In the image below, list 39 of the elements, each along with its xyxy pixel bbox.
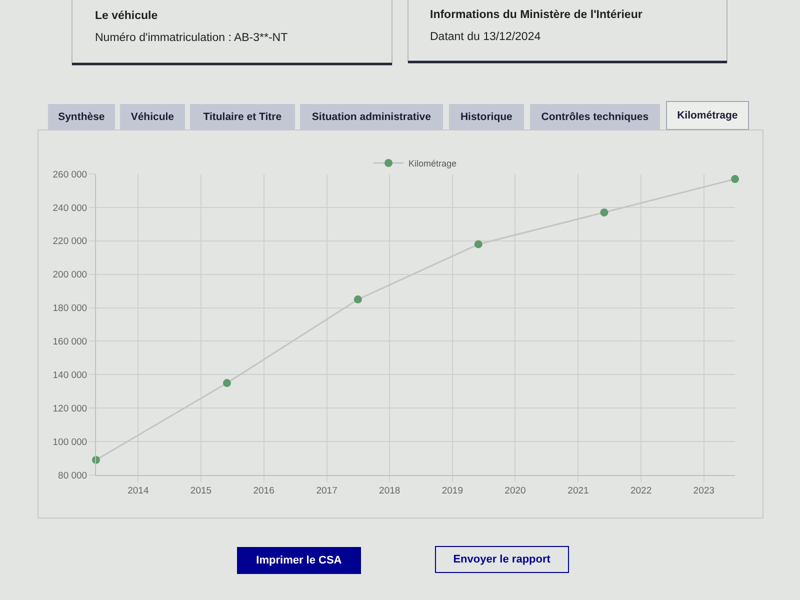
text: Numéro d'immatriculation : AB-3**-NT [95,32,288,44]
text: Contrôles techniques [541,111,649,123]
x-tick-label: 2023 [693,485,714,496]
text: Imprimer le CSA [256,554,342,566]
x-tick-label: 2019 [442,485,463,496]
x-tick-label: 2020 [504,485,526,496]
y-tick-label: 80 000 [58,470,88,482]
x-tick-label: 2014 [128,485,149,496]
y-tick-label: 240 000 [52,202,88,214]
x-tick-label: 2022 [630,485,652,496]
x-tick-label: 2016 [253,485,274,496]
text: Kilométrage [677,110,738,122]
point [731,175,739,184]
text: Le véhicule [95,10,158,22]
text: Véhicule [130,111,174,123]
text: Envoyer le rapport [453,554,551,566]
x-tick-label: 2015 [190,485,212,496]
x-tick-label: 2017 [316,485,338,496]
text: Historique [460,111,513,123]
x-tick-label: 2018 [379,485,400,496]
y-tick-label: 260 000 [52,169,88,180]
point [600,208,608,216]
point [474,240,482,248]
y-tick-label: 180 000 [52,303,88,314]
y-tick-label: 120 000 [52,403,88,414]
text: Datant du 13/12/2024 [430,31,542,43]
point [222,379,231,388]
y-tick-label: 140 000 [52,370,88,381]
text: Synthèse [58,111,105,123]
legend-label: Kilométrage [408,158,457,169]
y-tick-label: 160 000 [52,336,88,348]
text: Situation administrative [312,111,432,123]
text: Titulaire et Titre [203,111,282,123]
text: Informations du Ministère de l'Intérieur [430,9,643,21]
y-tick-label: 200 000 [52,270,88,281]
y-tick-label: 220 000 [52,236,88,248]
point [354,295,362,304]
y-tick-label: 100 000 [52,436,88,448]
x-tick-label: 2021 [568,485,589,496]
